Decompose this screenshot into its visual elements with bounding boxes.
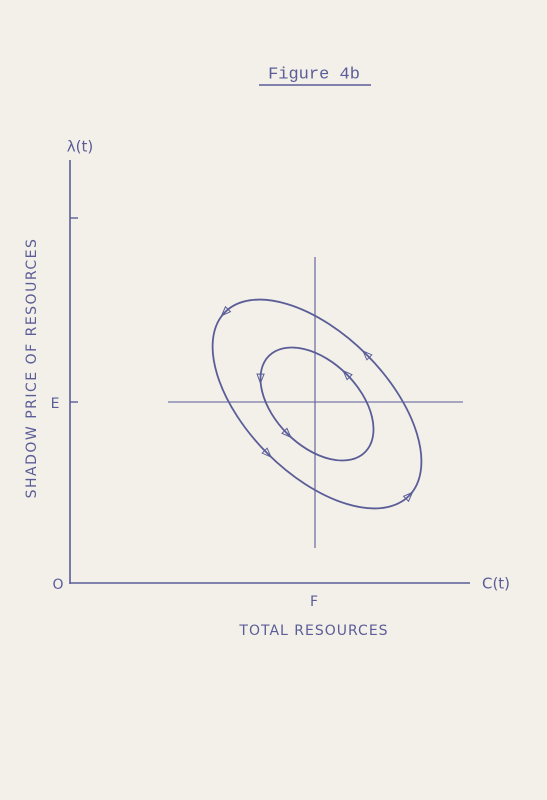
arrowhead (261, 447, 273, 459)
arrowhead (281, 427, 292, 439)
arrowhead (342, 369, 353, 381)
arrowhead (256, 373, 265, 385)
x-symbol: C(t) (482, 575, 510, 593)
x-axis-label: TOTAL RESOURCES (238, 623, 388, 639)
arrowhead (220, 305, 232, 317)
y-symbol: λ(t) (67, 138, 93, 156)
f-label: F (310, 594, 318, 610)
e-label: E (51, 396, 60, 412)
figure-title: Figure 4b (268, 65, 360, 84)
y-axis-label: SHADOW PRICE OF RESOURCES (24, 238, 40, 499)
arrowhead (402, 491, 414, 503)
arrowhead (361, 349, 373, 361)
orbits (211, 298, 423, 510)
origin-label: O (52, 577, 63, 593)
orbit (259, 346, 375, 462)
orbit (211, 298, 423, 510)
